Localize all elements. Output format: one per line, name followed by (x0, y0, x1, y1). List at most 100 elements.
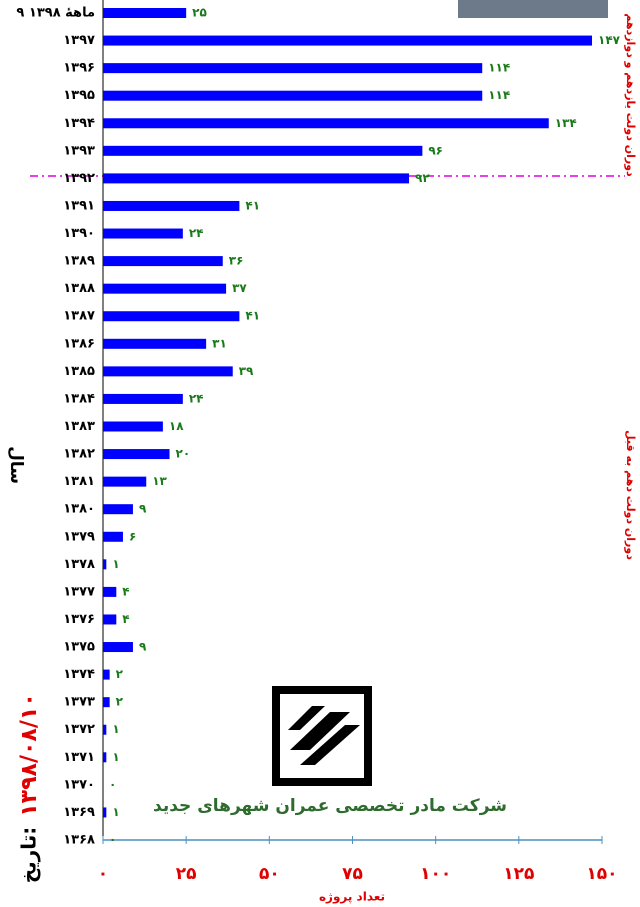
bar (103, 449, 170, 459)
bar (103, 311, 239, 321)
bar (103, 229, 183, 239)
y-axis-title: سال (6, 446, 26, 484)
bar (103, 394, 183, 404)
y-tick-label: ۱۳۷۳ (63, 695, 95, 710)
value-label: ۱ (112, 805, 119, 819)
value-label: ۳۱ (212, 336, 227, 350)
bar (103, 366, 233, 376)
date: ۱۳۹۸/۰۸/۱۰ (17, 693, 42, 817)
bar (103, 752, 106, 762)
bar (103, 725, 106, 735)
bar (103, 339, 206, 349)
value-label: ۱۱۴ (488, 61, 510, 75)
x-tick-label: ۷۵ (342, 864, 363, 884)
y-tick-label: ۱۳۷۵ (63, 640, 95, 655)
date-prefix: تاریخ: (17, 827, 41, 883)
y-tick-label: ۱۳۹۲ (63, 171, 95, 186)
y-tick-label: ۱۳۸۴ (63, 391, 95, 406)
photo-fragment (458, 0, 608, 18)
y-tick-label: ۱۳۸۱ (63, 474, 95, 489)
y-tick-label: ۱۳۹۶ (63, 61, 95, 76)
period-annotation: دوران دولت دهم به قبل (624, 430, 637, 560)
y-tick-label: ۱۳۷۷ (63, 584, 95, 599)
y-tick-label: ۱۳۸۸ (63, 281, 95, 296)
value-label: ۲۵ (192, 6, 207, 20)
bar (103, 146, 422, 156)
y-tick-label: ۱۳۸۷ (63, 309, 95, 324)
value-label: ۲۰ (176, 447, 191, 461)
bar (103, 422, 163, 432)
y-tick-label: ۱۳۸۶ (63, 336, 95, 351)
value-label: ۰ (109, 833, 116, 847)
bar (103, 532, 123, 542)
value-label: ۹ (139, 640, 147, 654)
y-tick-label: ۱۳۷۶ (63, 612, 95, 627)
bar (103, 614, 116, 624)
value-label: ۹۲ (415, 171, 430, 185)
value-label: ۴۱ (245, 309, 260, 323)
value-label: ۱۱۴ (488, 88, 510, 102)
value-label: ۳۶ (229, 254, 244, 268)
y-tick-label: ۱۳۹۴ (63, 116, 95, 131)
value-label: ۱۳۴ (555, 116, 577, 130)
value-label: ۱ (112, 557, 119, 571)
x-tick-label: ۰ (98, 864, 108, 884)
bar (103, 256, 223, 266)
value-label: ۱۴۷ (598, 33, 621, 47)
value-label: ۳۹ (239, 364, 254, 378)
y-tick-label: ۹ ماههٔ ۱۳۹۸ (16, 6, 95, 21)
bar (103, 173, 409, 183)
y-tick-label: ۱۳۶۸ (63, 833, 95, 848)
value-label: ۹ (139, 502, 147, 516)
y-tick-label: ۱۳۷۸ (63, 557, 95, 572)
value-label: ۱ (112, 722, 119, 736)
y-tick-label: ۱۳۹۵ (63, 88, 95, 103)
y-tick-label: ۱۳۷۹ (63, 529, 95, 544)
y-tick-label: ۱۳۷۴ (63, 667, 95, 682)
value-label: ۱۸ (169, 419, 184, 433)
bar (103, 118, 549, 128)
value-label: ۳۷ (232, 281, 247, 295)
x-tick-label: ۱۲۵ (503, 864, 534, 884)
y-tick-label: ۱۳۹۳ (63, 143, 95, 158)
y-tick-label: ۱۳۸۰ (63, 502, 95, 517)
bar (103, 8, 186, 18)
x-tick-label: ۲۵ (176, 864, 197, 884)
bar (103, 504, 133, 514)
bar (103, 807, 106, 817)
bar (103, 284, 226, 294)
value-label: ۶ (129, 529, 136, 543)
bar (103, 36, 592, 46)
x-tick-label: ۱۰۰ (420, 864, 451, 884)
y-tick-label: ۱۳۸۲ (63, 447, 95, 462)
value-label: ۱ (112, 750, 119, 764)
bar (103, 642, 133, 652)
x-tick-label: ۱۵۰ (586, 864, 617, 884)
x-tick-label: ۵۰ (259, 864, 280, 884)
y-tick-label: ۱۳۶۹ (63, 805, 95, 820)
value-label: ۲۴ (189, 391, 204, 405)
bar (103, 91, 482, 101)
bar (103, 587, 116, 597)
bar (103, 670, 110, 680)
bar (103, 697, 110, 707)
y-tick-label: ۱۳۹۷ (63, 33, 95, 48)
y-tick-label: ۱۳۷۰ (63, 777, 95, 792)
y-tick-label: ۱۳۹۱ (63, 198, 95, 213)
x-axis-title: تعداد پروژه (319, 890, 385, 905)
bar (103, 63, 482, 73)
value-label: ۲ (116, 667, 124, 681)
value-label: ۲۴ (189, 226, 204, 240)
bar (103, 477, 146, 487)
company-name: شرکت مادر تخصصی عمران شهرهای جدید (153, 796, 507, 816)
y-tick-label: ۱۳۸۵ (63, 364, 95, 379)
y-tick-label: ۱۳۸۳ (63, 419, 95, 434)
y-tick-label: ۱۳۷۱ (63, 750, 95, 765)
value-label: ۴ (122, 584, 129, 598)
bar (103, 201, 239, 211)
bar (103, 559, 106, 569)
y-tick-label: ۱۳۹۰ (63, 226, 95, 241)
value-label: ۲ (116, 695, 124, 709)
logo (272, 686, 372, 786)
y-tick-label: ۱۳۷۲ (63, 722, 95, 737)
